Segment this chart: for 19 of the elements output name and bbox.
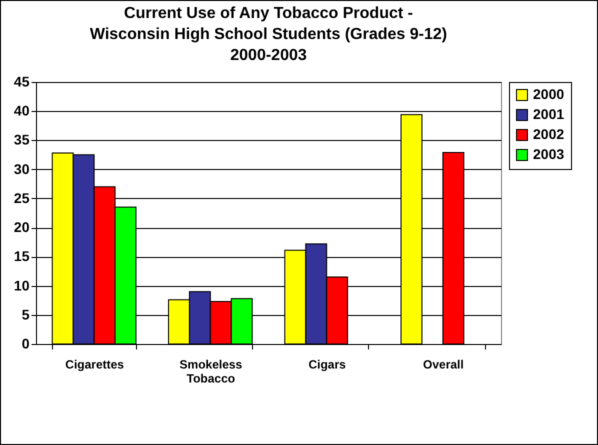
legend-label: 2000 [533,86,564,102]
y-tick-label: 25 [14,190,30,206]
legend-label: 2002 [533,126,564,142]
x-tick-label: Overall [423,358,464,372]
y-tick-label: 0 [22,336,30,352]
y-tick-label: 40 [14,102,30,119]
y-tick-label: 45 [14,74,30,90]
x-tick-label: Smokeless Tobacco [180,358,243,386]
y-tick-label: 15 [14,248,30,264]
legend-label: 2001 [533,106,564,122]
legend-label: 2003 [533,146,564,162]
x-tick-label: Cigars [308,358,346,372]
y-tick-label: 10 [14,277,30,294]
x-tick-label: Cigarettes [65,358,124,372]
chart-title: Current Use of Any Tobacco Product - Wisconsin High School Students (Grades 9-12) 2000-2003 [90,5,448,64]
y-tick-label: 20 [14,219,30,236]
y-tick-label: 35 [14,132,30,148]
y-tick-label: 5 [22,306,30,322]
y-tick-label: 30 [14,160,30,177]
